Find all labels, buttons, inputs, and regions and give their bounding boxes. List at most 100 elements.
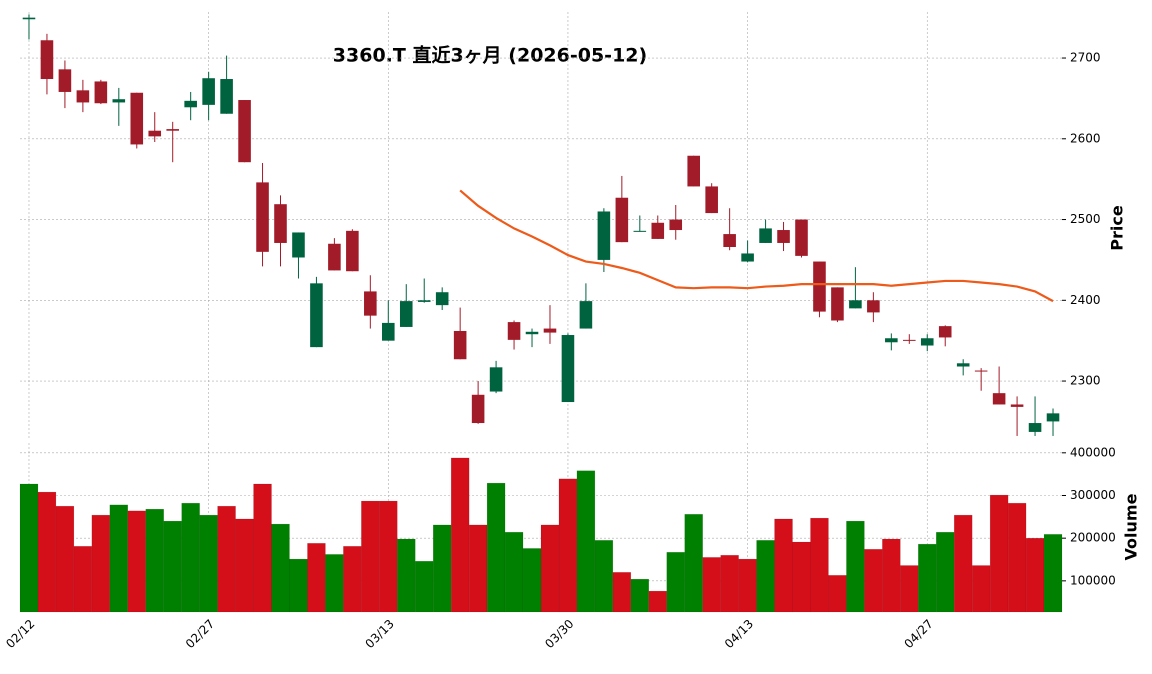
volume-bar	[738, 558, 757, 613]
volume-bar	[971, 565, 991, 613]
y2-tick-label: 200000	[1070, 531, 1116, 545]
candle-body	[705, 186, 718, 214]
volume-bar	[37, 491, 57, 613]
y2-tick-label: 400000	[1070, 445, 1116, 459]
volume-bar	[666, 552, 685, 613]
volume-bar	[504, 531, 524, 613]
volume-bar	[217, 505, 236, 613]
candle-body	[741, 253, 754, 262]
x-tick-label: 04/13	[722, 617, 756, 651]
volume-bar	[325, 554, 344, 613]
chart-title: 3360.T 直近3ヶ月 (2026-05-12)	[333, 44, 647, 67]
candle-body	[310, 283, 323, 348]
y2-tick-label: 300000	[1070, 488, 1116, 502]
candle-body	[651, 222, 665, 239]
volume-bar	[91, 514, 111, 613]
volume-bar	[630, 578, 650, 613]
volume-bar	[379, 500, 398, 613]
volume-bar	[432, 524, 452, 613]
y-tick-label: 2300	[1070, 374, 1101, 388]
candle-body	[256, 182, 269, 252]
candle-body	[1046, 413, 1060, 422]
volume-bar	[953, 514, 973, 613]
candle-body	[687, 155, 700, 187]
candle-body	[885, 338, 898, 343]
candle-body	[813, 261, 826, 312]
volume-bar	[271, 523, 290, 613]
candle-body	[1028, 423, 1042, 432]
y-tick-label: 2400	[1070, 293, 1101, 307]
volume-bar	[289, 558, 308, 613]
volume-bar	[576, 470, 596, 613]
candle-body	[903, 339, 916, 341]
candle-body	[597, 211, 611, 260]
x-tick-label: 04/27	[901, 617, 935, 651]
volume-bar	[882, 538, 901, 613]
volume-bar	[540, 524, 560, 613]
volume-bar	[810, 517, 829, 613]
y-axis-label: Price	[1108, 205, 1127, 251]
candle-body	[777, 230, 790, 243]
candle-body	[453, 330, 467, 360]
x-tick-label: 03/30	[542, 617, 576, 651]
candle-body	[507, 322, 521, 340]
volume-bar	[414, 560, 434, 613]
volume-bar	[935, 531, 955, 613]
volume-bar	[702, 557, 721, 613]
volume-bar	[828, 575, 847, 613]
volume-bar	[558, 478, 578, 613]
x-tick-label: 02/27	[183, 617, 217, 651]
x-tick-label: 03/13	[363, 617, 397, 651]
volume-bar	[486, 482, 506, 613]
candle-body	[364, 291, 377, 316]
volume-bar	[361, 500, 380, 613]
candle-body	[471, 394, 485, 424]
candle-body	[795, 219, 808, 256]
volume-bar	[163, 520, 182, 613]
volume-bar	[468, 524, 488, 613]
x-tick-label: 02/12	[3, 617, 37, 651]
volume-bar	[720, 554, 739, 613]
candle-body	[22, 17, 36, 20]
candle-body	[76, 90, 90, 103]
volume-bar	[684, 514, 703, 613]
volume-bar	[900, 565, 919, 613]
candle-body	[759, 228, 772, 243]
volume-bar	[1007, 502, 1027, 613]
volume-bar	[918, 543, 937, 613]
candle-body	[867, 300, 880, 313]
candle-body	[561, 335, 575, 403]
candle-body	[831, 287, 844, 321]
volume-bar	[846, 520, 865, 613]
y-tick-label: 2500	[1070, 212, 1101, 226]
candle-body	[220, 79, 233, 114]
candle-body	[399, 301, 413, 327]
y2-axis-label: Volume	[1122, 493, 1141, 560]
volume-bar	[450, 457, 470, 613]
volume-bar	[522, 548, 542, 613]
candle-body	[328, 243, 341, 271]
candle-body	[58, 69, 72, 92]
candle-body	[148, 130, 162, 137]
volume-bar	[343, 546, 362, 613]
candle-body	[346, 230, 359, 272]
candle-body	[579, 301, 593, 329]
y-tick-label: 2600	[1070, 131, 1101, 145]
candle-body	[615, 197, 629, 243]
volume-bar	[756, 540, 775, 613]
candle-body	[992, 393, 1006, 405]
volume-bar	[253, 483, 272, 613]
volume-bar	[989, 494, 1009, 613]
candle-body	[723, 234, 736, 247]
candle-body	[633, 230, 647, 232]
candle-body	[417, 300, 431, 302]
candle-body	[956, 363, 970, 367]
volume-bar	[774, 518, 793, 613]
candle-body	[974, 370, 988, 372]
candle-body	[543, 328, 557, 333]
candle-body	[525, 331, 539, 335]
volume-bar	[55, 505, 75, 613]
volume-bar	[1025, 537, 1045, 613]
volume-bar	[397, 538, 416, 613]
candle-body	[112, 99, 126, 103]
